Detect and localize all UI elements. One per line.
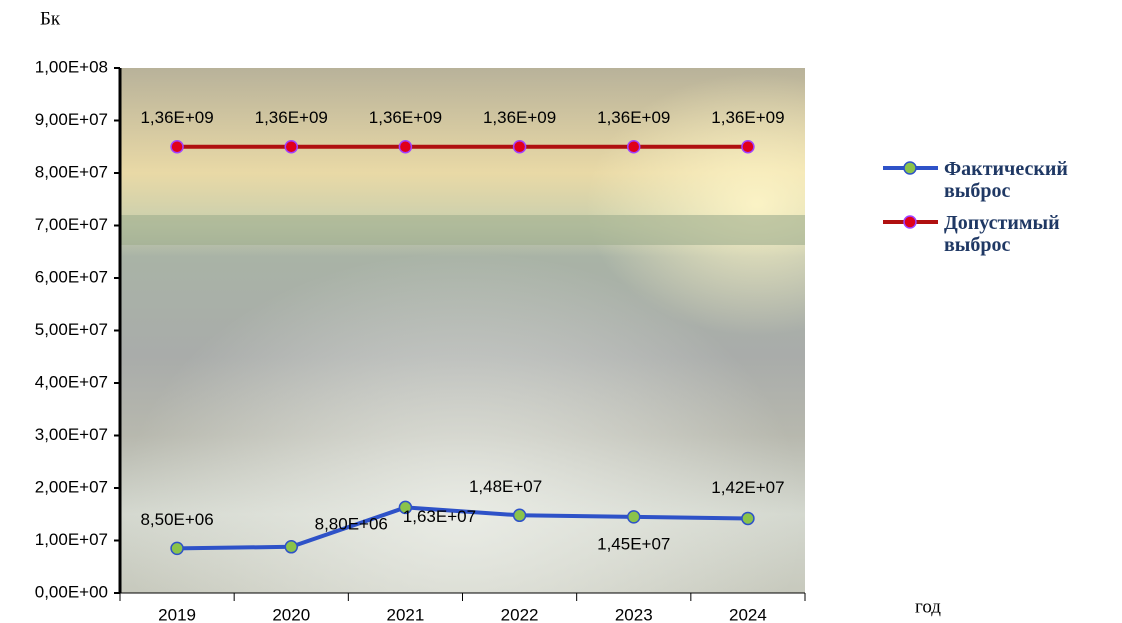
point (741, 511, 755, 526)
x-tick-label: 2023 (615, 605, 653, 623)
x-axis-title: год (915, 596, 941, 617)
y-tick-label: 7,00E+07 (35, 215, 108, 234)
legend-entry: Фактический выброс (944, 158, 1068, 202)
data-label: 1,42E+07 (711, 478, 784, 497)
y-tick-label: 8,00E+07 (35, 162, 108, 181)
legend-marker (903, 161, 917, 175)
plot-background (120, 68, 805, 593)
y-tick-label: 2,00E+07 (35, 477, 108, 496)
x-tick-label: 2021 (387, 605, 425, 623)
data-label: 1,36E+09 (483, 108, 556, 127)
point (627, 510, 641, 524)
legend-marker (903, 215, 917, 229)
legend-entry: Допустимый выброс (944, 212, 1060, 256)
point (170, 140, 184, 154)
data-label: 1,36E+09 (255, 108, 328, 127)
y-tick-label: 9,00E+07 (35, 110, 108, 129)
y-tick-label: 0,00E+00 (35, 582, 108, 601)
point (741, 140, 755, 154)
data-label: 1,36E+09 (140, 108, 213, 127)
y-tick-label: 1,00E+07 (35, 530, 108, 549)
y-tick-label: 5,00E+07 (35, 320, 108, 339)
point (284, 140, 298, 154)
data-label: 1,36E+09 (711, 108, 784, 127)
data-label: 1,63E+07 (403, 507, 476, 526)
x-tick-label: 2020 (272, 605, 310, 623)
point (170, 541, 184, 556)
x-tick-label: 2019 (158, 605, 196, 623)
y-tick-label: 1,00E+08 (35, 57, 108, 76)
data-label: 1,36E+09 (597, 108, 670, 127)
data-label: 8,80E+06 (315, 514, 388, 533)
data-label: 1,48E+07 (469, 477, 542, 496)
y-tick-label: 3,00E+07 (35, 425, 108, 444)
point (512, 140, 527, 154)
series-line (177, 505, 748, 551)
y-tick-label: 4,00E+07 (35, 372, 108, 391)
point (398, 140, 413, 154)
point (398, 500, 413, 515)
data-label: 8,50E+06 (140, 510, 213, 529)
point (627, 140, 641, 154)
point (284, 540, 298, 554)
x-tick-label: 2022 (501, 605, 539, 623)
point (512, 508, 527, 523)
data-label: 1,36E+09 (369, 108, 442, 127)
x-tick-label: 2024 (729, 605, 767, 623)
y-axis-title: Бк (40, 8, 61, 29)
data-label: 1,45E+07 (597, 534, 670, 553)
y-tick-label: 6,00E+07 (35, 267, 108, 286)
